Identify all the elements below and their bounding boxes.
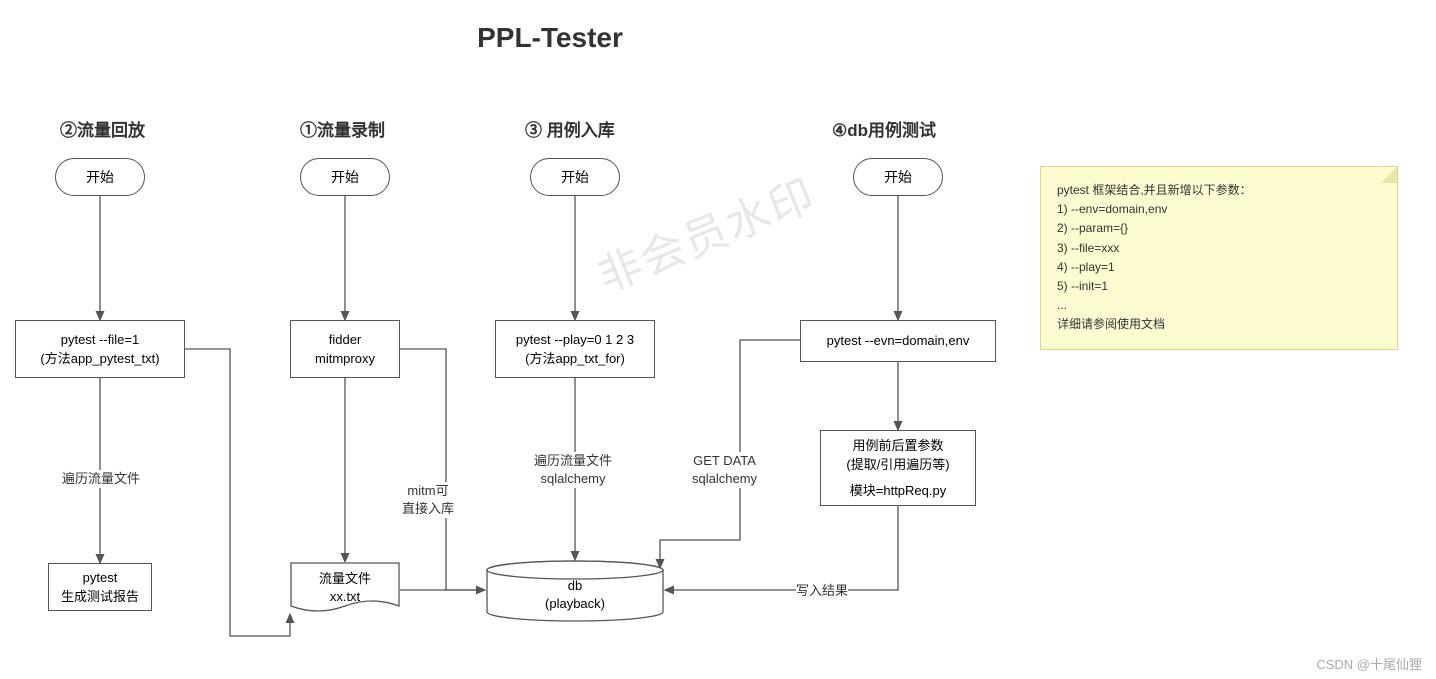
doc-line: 流量文件 bbox=[319, 570, 371, 588]
note-line: ... bbox=[1057, 296, 1381, 315]
start-label: 开始 bbox=[884, 167, 912, 187]
start-node-dbtest: 开始 bbox=[853, 158, 943, 196]
process-line: (方法app_txt_for) bbox=[525, 349, 625, 369]
start-label: 开始 bbox=[561, 167, 589, 187]
edge-label-sqlalchemy: 遍历流量文件 sqlalchemy bbox=[534, 452, 612, 488]
process-line: (方法app_pytest_txt) bbox=[40, 349, 159, 369]
process-line: 生成测试报告 bbox=[61, 587, 139, 607]
note-line: 5) --init=1 bbox=[1057, 277, 1381, 296]
start-label: 开始 bbox=[86, 167, 114, 187]
db-line: db bbox=[568, 577, 582, 595]
process-pytest-play: pytest --play=0 1 2 3 (方法app_txt_for) bbox=[495, 320, 655, 378]
database-node: db (playback) bbox=[485, 560, 665, 620]
col-header-record: ①流量录制 bbox=[300, 116, 385, 141]
note-line: 3) --file=xxx bbox=[1057, 239, 1381, 258]
note-line: pytest 框架结合,并且新增以下参数： bbox=[1057, 181, 1381, 200]
note-line: 1) --env=domain,env bbox=[1057, 200, 1381, 219]
page-title: PPL-Tester bbox=[0, 22, 1100, 54]
db-line: (playback) bbox=[545, 595, 605, 613]
process-line: pytest bbox=[83, 568, 118, 588]
col-header-store: ③ 用例入库 bbox=[525, 116, 615, 141]
note-line: 详细请参阅使用文档 bbox=[1057, 315, 1381, 334]
process-line: (提取/引用遍历等) bbox=[846, 455, 949, 475]
process-line: 模块=httpReq.py bbox=[850, 481, 946, 501]
process-pytest-report: pytest 生成测试报告 bbox=[48, 563, 152, 611]
watermark-text: 非会员水印 bbox=[586, 159, 823, 304]
document-node-traffic: 流量文件 xx.txt bbox=[290, 562, 400, 614]
process-prepost-params: 用例前后置参数 (提取/引用遍历等) 模块=httpReq.py bbox=[820, 430, 976, 506]
credit-text: CSDN @十尾仙狸 bbox=[1316, 654, 1422, 673]
doc-line: xx.txt bbox=[330, 588, 360, 606]
process-line: pytest --evn=domain,env bbox=[827, 331, 970, 351]
edge-label-traverse: 遍历流量文件 bbox=[62, 470, 140, 488]
start-label: 开始 bbox=[331, 167, 359, 187]
process-line: mitmproxy bbox=[315, 349, 375, 369]
edge-label-mitm: mitm可 直接入库 bbox=[402, 482, 454, 518]
start-node-store: 开始 bbox=[530, 158, 620, 196]
col-header-dbtest: ④db用例测试 bbox=[832, 116, 936, 141]
start-node-replay: 开始 bbox=[55, 158, 145, 196]
col-header-replay: ②流量回放 bbox=[60, 116, 145, 141]
edge-label-getdata: GET DATA sqlalchemy bbox=[692, 452, 757, 488]
process-pytest-file: pytest --file=1 (方法app_pytest_txt) bbox=[15, 320, 185, 378]
edge-label-write: 写入结果 bbox=[796, 582, 848, 600]
note-line: 4) --play=1 bbox=[1057, 258, 1381, 277]
process-pytest-evn: pytest --evn=domain,env bbox=[800, 320, 996, 362]
process-line: 用例前后置参数 bbox=[852, 436, 943, 456]
note-line: 2) --param={} bbox=[1057, 219, 1381, 238]
note-panel: pytest 框架结合,并且新增以下参数： 1) --env=domain,en… bbox=[1040, 166, 1398, 350]
start-node-record: 开始 bbox=[300, 158, 390, 196]
process-line: fidder bbox=[329, 330, 362, 350]
process-fidder: fidder mitmproxy bbox=[290, 320, 400, 378]
note-corner-icon bbox=[1381, 167, 1397, 183]
process-line: pytest --play=0 1 2 3 bbox=[516, 330, 634, 350]
process-line: pytest --file=1 bbox=[61, 330, 139, 350]
